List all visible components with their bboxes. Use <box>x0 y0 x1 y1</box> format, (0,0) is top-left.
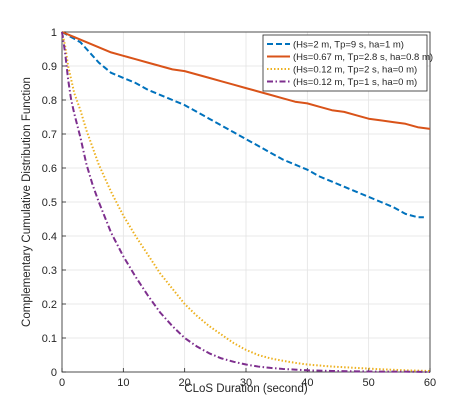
y-tick-label: 1 <box>51 27 57 39</box>
series-line-4 <box>61 31 431 373</box>
series-line-2 <box>61 31 431 130</box>
y-axis-title: Complementary Cumulative Distribution Fu… <box>21 77 33 327</box>
x-tick-label: 30 <box>240 377 252 389</box>
legend-label: (Hs=2 m, Tp=9 s, ha=1 m) <box>293 40 404 51</box>
x-tick-label: 60 <box>424 377 436 389</box>
x-tick-label: 10 <box>117 377 129 389</box>
y-tick-label: 0.8 <box>42 95 57 107</box>
y-tick-label: 0.2 <box>42 299 57 311</box>
series-line-1 <box>61 31 424 219</box>
legend-box <box>262 34 428 92</box>
x-axis-title: CLoS Duration (second) <box>184 383 308 395</box>
x-tick-label: 0 <box>59 377 65 389</box>
y-tick-label: 0.4 <box>42 231 57 243</box>
y-tick-label: 0.9 <box>42 61 57 73</box>
series-line-3 <box>61 31 431 372</box>
series-lines <box>61 31 431 373</box>
legend-label: (Hs=0.67 m, Tp=2.8 s, ha=0.8 m) <box>293 52 433 63</box>
legend: (Hs=2 m, Tp=9 s, ha=1 m)(Hs=0.67 m, Tp=2… <box>262 34 433 92</box>
x-tick-label: 40 <box>301 377 313 389</box>
axis-ticks: 0 10 20 30 40 50 60 0 0.1 0.2 0.3 0.4 0.5 0.6 0.7 0.8 0.… <box>42 27 436 389</box>
y-tick-label: 0 <box>51 367 57 379</box>
y-tick-label: 0.1 <box>42 333 57 345</box>
y-tick-label: 0.6 <box>42 163 57 175</box>
y-tick-label: 0.7 <box>42 129 57 141</box>
legend-label: (Hs=0.12 m, Tp=1 s, ha=0 m) <box>293 77 417 88</box>
y-tick-label: 0.3 <box>42 265 57 277</box>
legend-label: (Hs=0.12 m, Tp=2 s, ha=0 m) <box>293 65 417 76</box>
x-tick-label: 20 <box>179 377 191 389</box>
y-tick-label: 0.5 <box>42 197 57 209</box>
x-tick-label: 50 <box>363 377 375 389</box>
